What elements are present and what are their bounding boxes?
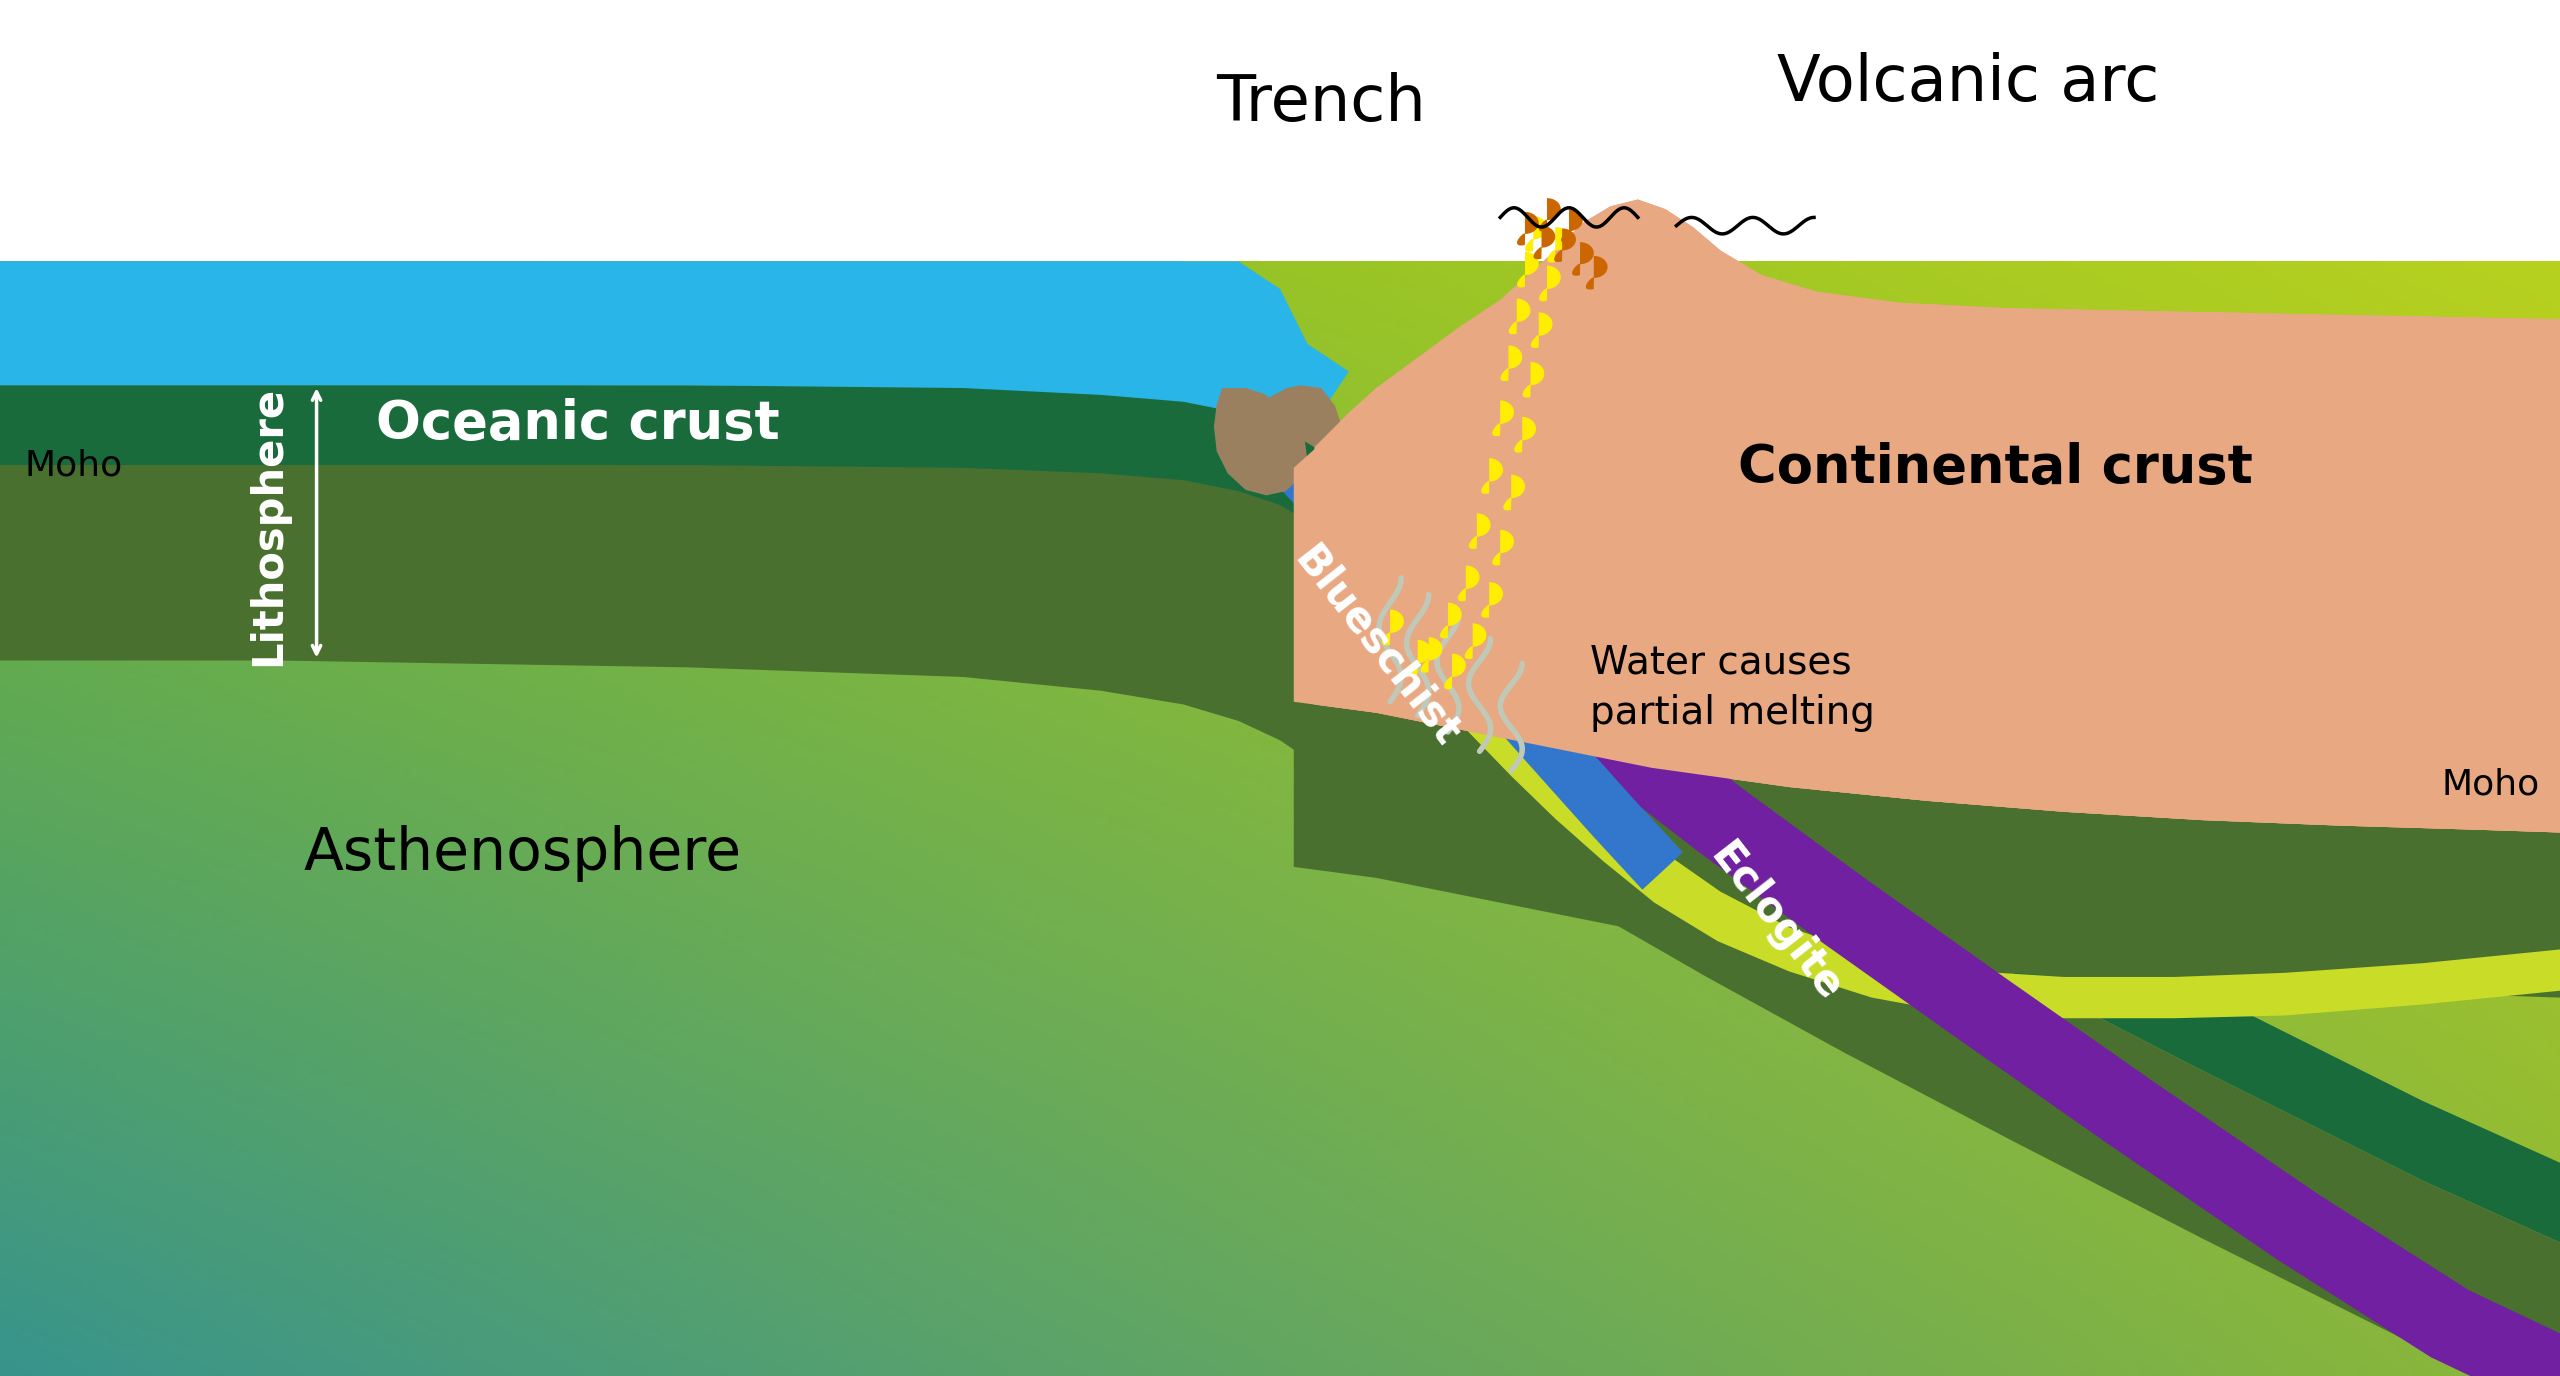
Text: Trench: Trench [1216,72,1426,135]
Polygon shape [1523,362,1544,398]
Polygon shape [1444,654,1467,689]
Polygon shape [1500,345,1523,381]
Text: Lithosphere: Lithosphere [248,385,289,666]
Polygon shape [1280,451,1682,890]
Polygon shape [1464,623,1487,659]
Polygon shape [1482,458,1503,494]
Polygon shape [1492,400,1513,436]
Text: Continental crust: Continental crust [1738,442,2253,494]
Polygon shape [0,0,2560,261]
Polygon shape [1554,228,1577,261]
Polygon shape [0,465,1313,764]
Polygon shape [1293,200,2560,832]
Polygon shape [1439,603,1462,638]
Polygon shape [1503,475,1526,510]
Text: Asthenosphere: Asthenosphere [305,824,742,882]
Polygon shape [1526,216,1546,252]
Polygon shape [1518,212,1539,245]
Polygon shape [0,385,2560,1243]
Polygon shape [1382,610,1403,645]
Polygon shape [1457,566,1480,601]
Polygon shape [1546,227,1569,263]
Polygon shape [1539,198,1562,231]
Polygon shape [1518,252,1539,288]
Polygon shape [1531,312,1551,348]
Polygon shape [1572,242,1595,275]
Text: Oceanic crust: Oceanic crust [376,398,781,450]
Polygon shape [1293,213,2560,832]
Polygon shape [1562,209,1582,242]
Polygon shape [0,465,2560,1376]
Polygon shape [1539,266,1562,301]
Text: Volcanic arc: Volcanic arc [1777,51,2158,114]
Text: Water causes
partial melting: Water causes partial melting [1590,644,1874,732]
Text: Moho: Moho [26,449,123,482]
Polygon shape [1411,640,1431,676]
Polygon shape [1482,582,1503,618]
Text: Moho: Moho [2442,768,2540,801]
Polygon shape [1239,385,1341,484]
Polygon shape [1516,417,1536,453]
Polygon shape [0,261,1349,495]
Text: Eclogite: Eclogite [1700,835,1851,1009]
Polygon shape [0,261,1308,385]
Polygon shape [1421,637,1441,673]
Polygon shape [1293,702,2560,998]
Text: Blueschist: Blueschist [1285,538,1467,755]
Polygon shape [0,385,1313,526]
Polygon shape [1492,530,1513,566]
Polygon shape [1508,299,1531,334]
Polygon shape [1533,226,1556,259]
Polygon shape [1469,513,1490,549]
Polygon shape [1352,583,2560,1018]
Polygon shape [1316,494,2560,1376]
Polygon shape [1585,256,1608,289]
Polygon shape [1213,388,1308,495]
Polygon shape [1293,200,2560,832]
